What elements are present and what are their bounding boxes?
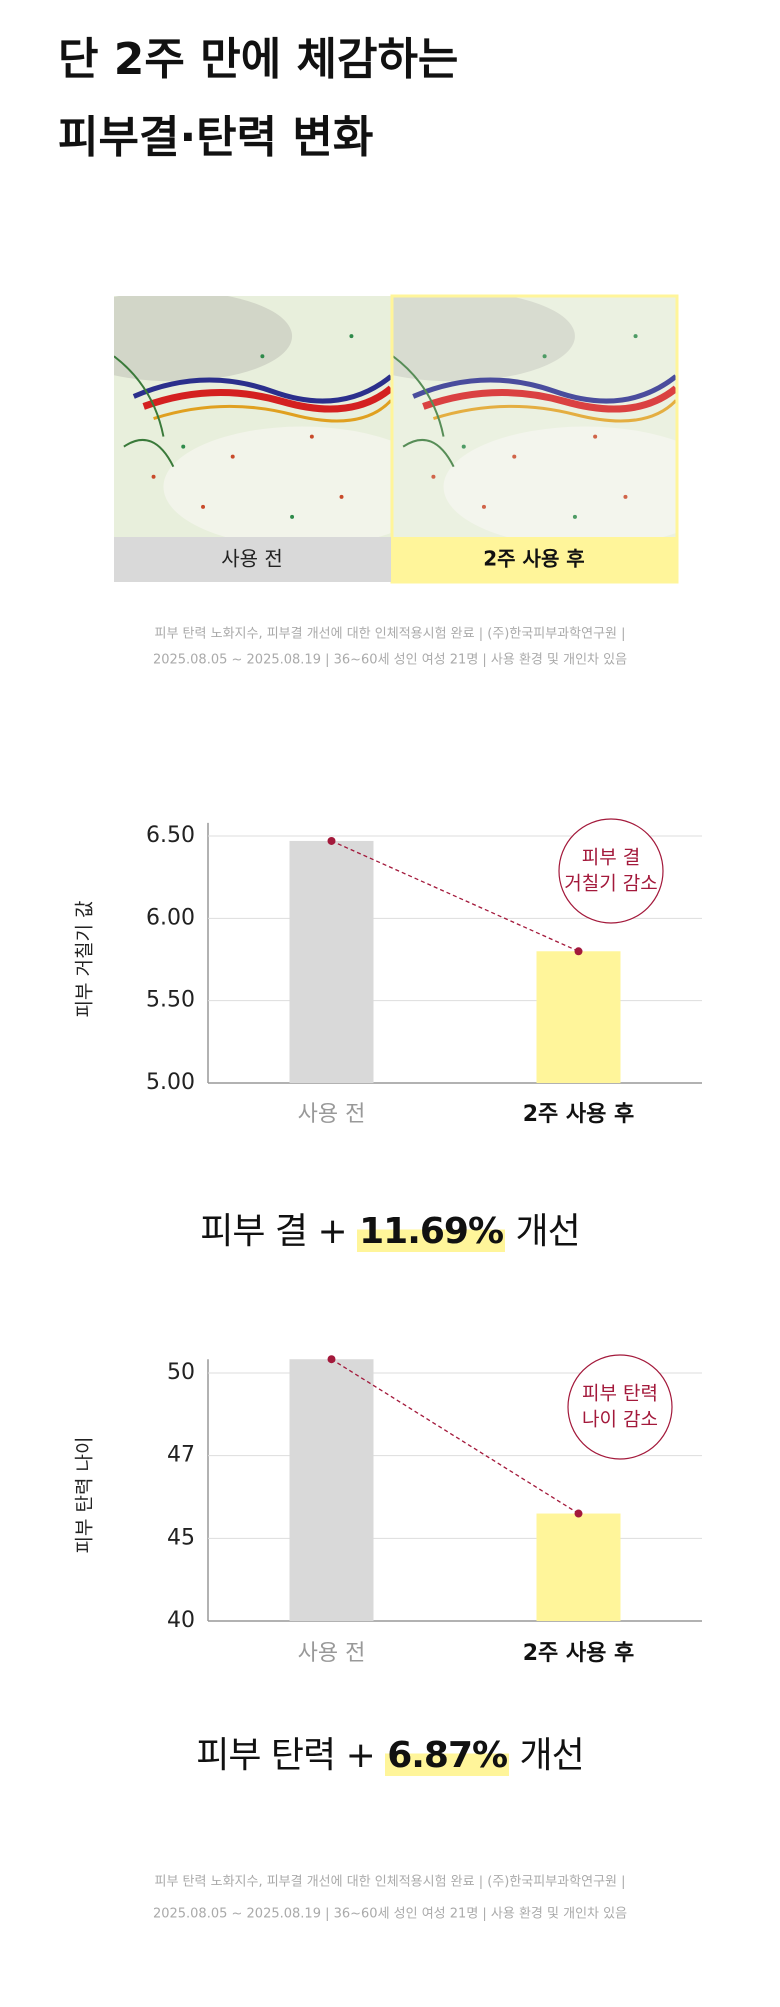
x-tick-label: 사용 전 bbox=[298, 1641, 366, 1666]
point bbox=[327, 1355, 336, 1364]
image-label: 사용 전 bbox=[221, 547, 283, 571]
y-tick-label: 6.50 bbox=[146, 823, 195, 848]
result-highlight: 11.69% bbox=[357, 1211, 506, 1252]
y-tick-label: 6.00 bbox=[146, 905, 195, 930]
point bbox=[574, 947, 583, 956]
y-tick-label: 47 bbox=[167, 1443, 195, 1468]
result-prefix: 피부 결 + bbox=[200, 1211, 347, 1252]
result-suffix: 개선 bbox=[515, 1211, 581, 1252]
annotation: 나이 감소 bbox=[582, 1409, 658, 1431]
annotation: 거칠기 감소 bbox=[564, 873, 657, 895]
result: 피부 결 + 11.69% 개선 bbox=[0, 1202, 780, 1254]
annotation: 피부 결 bbox=[582, 847, 640, 869]
note: 피부 탄력 노화지수, 피부결 개선에 대한 인체적용시험 완료 | (주)한국… bbox=[155, 627, 626, 642]
title-line: 피부결·탄력 변화 bbox=[58, 112, 373, 163]
result-prefix: 피부 탄력 + bbox=[196, 1735, 376, 1776]
bar bbox=[536, 951, 621, 1083]
title-line: 단 2주 만에 체감하는 bbox=[58, 34, 458, 85]
before-image bbox=[55, 291, 441, 547]
result: 피부 탄력 + 6.87% 개선 bbox=[0, 1726, 780, 1778]
y-tick-label: 5.00 bbox=[146, 1070, 195, 1095]
note: 피부 탄력 노화지수, 피부결 개선에 대한 인체적용시험 완료 | (주)한국… bbox=[155, 1875, 626, 1890]
y-axis-label: 피부 탄력 나이 bbox=[74, 1437, 96, 1554]
annotation: 피부 탄력 bbox=[582, 1383, 658, 1405]
y-tick-label: 40 bbox=[167, 1608, 195, 1633]
bar bbox=[289, 1359, 374, 1621]
x-tick-label: 2주 사용 후 bbox=[523, 1641, 635, 1666]
annotation-circle bbox=[558, 818, 664, 924]
note: 2025.08.05 ~ 2025.08.19 | 36~60세 성인 여성 2… bbox=[153, 1907, 627, 1922]
point bbox=[327, 836, 336, 845]
annotation-circle bbox=[567, 1354, 673, 1460]
point bbox=[574, 1509, 583, 1518]
x-tick-label: 사용 전 bbox=[298, 1102, 366, 1127]
y-tick-label: 50 bbox=[167, 1360, 195, 1385]
note: 2025.08.05 ~ 2025.08.19 | 36~60세 성인 여성 2… bbox=[153, 653, 627, 668]
result-highlight: 6.87% bbox=[385, 1735, 510, 1776]
result-suffix: 개선 bbox=[519, 1735, 585, 1776]
y-tick-label: 45 bbox=[167, 1525, 195, 1550]
bar bbox=[536, 1513, 621, 1621]
label-strip bbox=[393, 537, 676, 582]
label-strip bbox=[114, 537, 391, 582]
x-tick-label: 2주 사용 후 bbox=[523, 1102, 635, 1127]
y-axis-label: 피부 거칠기 값 bbox=[74, 901, 96, 1018]
bar bbox=[289, 840, 374, 1083]
image-label: 2주 사용 후 bbox=[483, 547, 584, 571]
y-tick-label: 5.50 bbox=[146, 988, 195, 1013]
trend-line bbox=[331, 840, 579, 952]
